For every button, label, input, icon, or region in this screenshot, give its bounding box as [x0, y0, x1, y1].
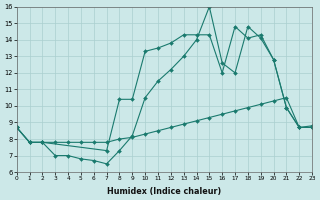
- X-axis label: Humidex (Indice chaleur): Humidex (Indice chaleur): [107, 187, 221, 196]
